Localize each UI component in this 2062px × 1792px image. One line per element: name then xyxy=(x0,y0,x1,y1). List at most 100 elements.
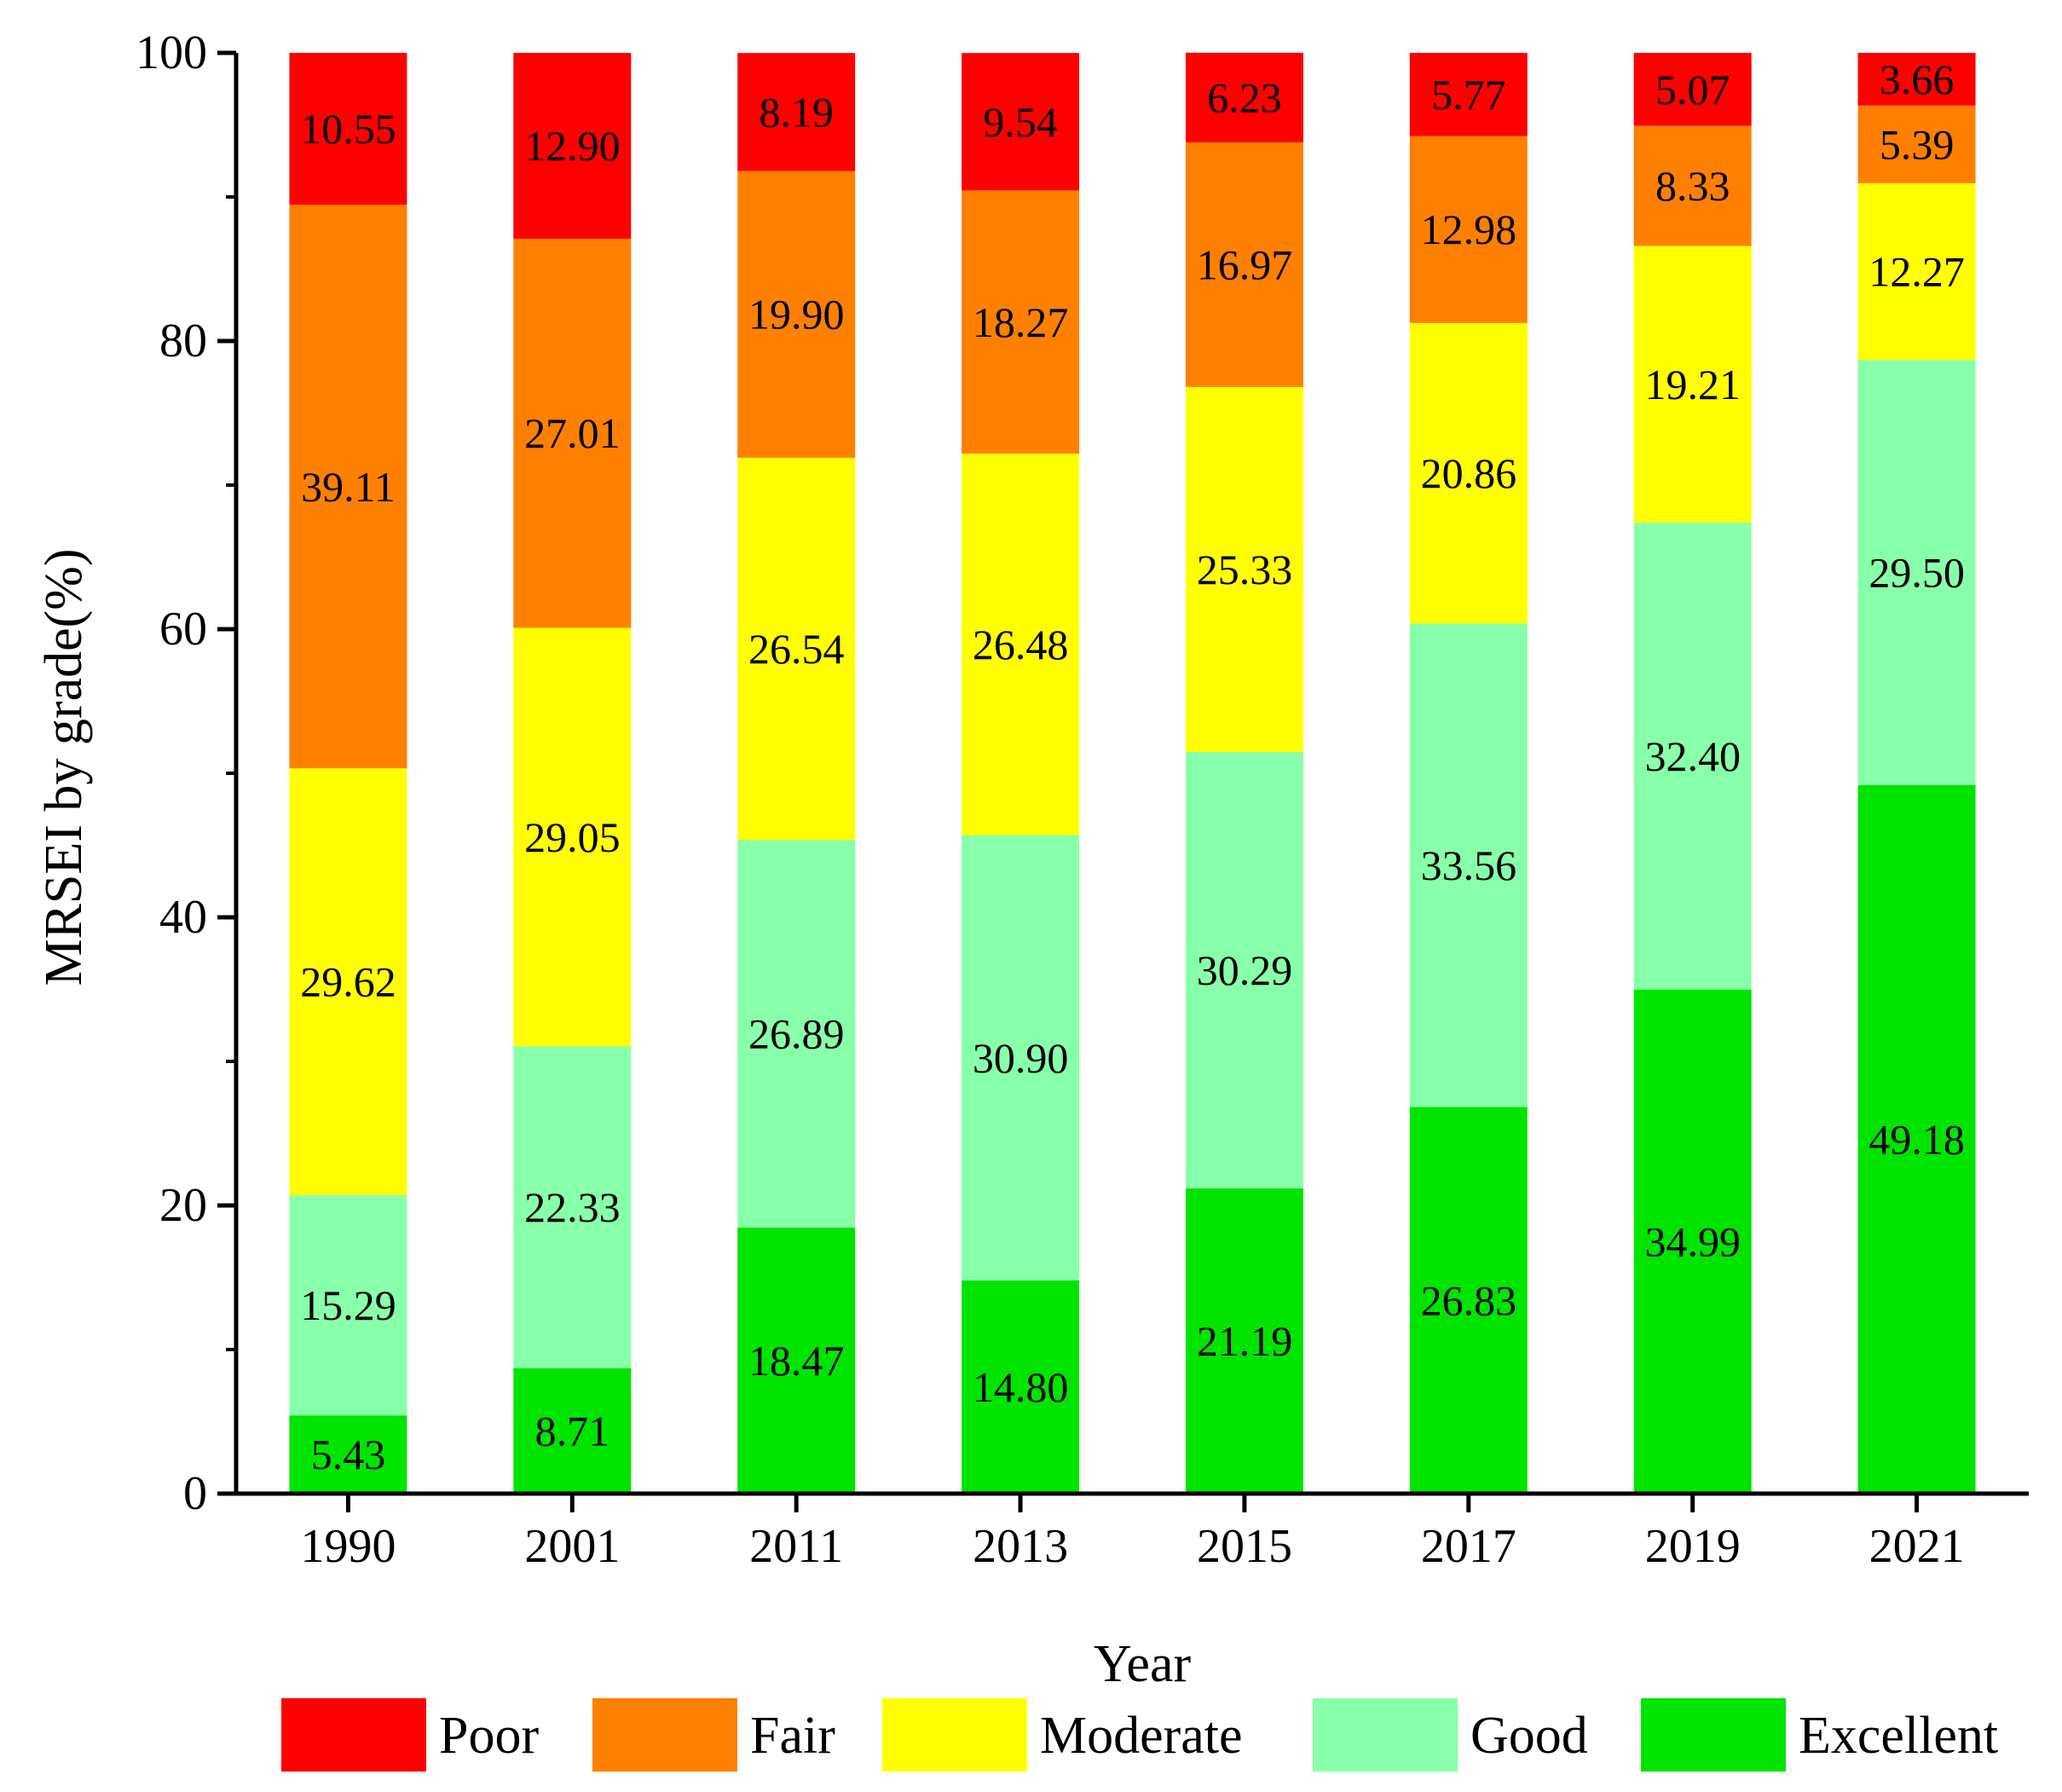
bar-poor-2019 xyxy=(1633,53,1752,126)
bar-good-2019 xyxy=(1633,523,1752,990)
data-label-excellent-2011: 18.47 xyxy=(748,1337,845,1384)
bar-good-1990 xyxy=(289,1194,407,1416)
legend-swatch-moderate xyxy=(882,1698,1027,1772)
bar-excellent-2015 xyxy=(1185,1188,1303,1494)
x-tick-label-2013: 2013 xyxy=(973,1520,1068,1573)
bar-excellent-2017 xyxy=(1409,1107,1528,1494)
x-tick-label-2019: 2019 xyxy=(1645,1520,1741,1573)
legend-label-poor: Poor xyxy=(439,1707,539,1765)
data-label-excellent-1990: 5.43 xyxy=(311,1431,386,1478)
data-label-good-2013: 30.90 xyxy=(973,1034,1069,1082)
data-label-fair-2011: 19.90 xyxy=(748,291,845,338)
data-label-poor-1990: 10.55 xyxy=(300,105,396,153)
bar-moderate-2001 xyxy=(513,627,632,1047)
y-tick-label-0: 0 xyxy=(183,1467,207,1520)
axes-layer: 0 20 40 60 80 100 1990 2001 2011 2013 2015 2017 2019… xyxy=(136,26,2029,1573)
bar-excellent-2019 xyxy=(1633,989,1752,1494)
legend-label-excellent: Excellent xyxy=(1799,1707,1998,1765)
bar-fair-2019 xyxy=(1633,125,1752,246)
bar-moderate-2015 xyxy=(1185,386,1303,752)
data-label-moderate-1990: 29.62 xyxy=(300,958,396,1006)
legend-label-fair: Fair xyxy=(750,1707,835,1765)
data-label-excellent-2001: 8.71 xyxy=(535,1407,610,1454)
data-label-good-1990: 15.29 xyxy=(300,1281,396,1329)
data-label-fair-2015: 16.97 xyxy=(1197,241,1293,289)
data-label-moderate-2001: 29.05 xyxy=(524,813,621,861)
bar-poor-2015 xyxy=(1185,52,1303,143)
y-tick-label-40: 40 xyxy=(159,891,207,944)
bar-moderate-2011 xyxy=(737,457,856,841)
data-label-good-2015: 30.29 xyxy=(1197,946,1293,994)
legend-label-good: Good xyxy=(1470,1707,1588,1765)
legend-swatch-good xyxy=(1313,1698,1458,1772)
bar-excellent-2001 xyxy=(513,1367,632,1494)
x-tick-label-2021: 2021 xyxy=(1869,1520,1965,1573)
data-label-poor-2013: 9.54 xyxy=(983,98,1058,146)
data-label-fair-2013: 18.27 xyxy=(973,298,1069,346)
bar-moderate-2017 xyxy=(1409,322,1528,624)
legend-label-moderate: Moderate xyxy=(1040,1707,1243,1765)
data-label-good-2019: 32.40 xyxy=(1644,732,1741,780)
y-tick-label-100: 100 xyxy=(136,26,207,79)
y-tick-label-60: 60 xyxy=(159,603,207,656)
bar-good-2001 xyxy=(513,1046,632,1368)
data-label-poor-2021: 3.66 xyxy=(1880,55,1955,103)
bar-excellent-2013 xyxy=(962,1280,1080,1494)
y-tick-label-20: 20 xyxy=(159,1179,207,1232)
data-label-excellent-2015: 21.19 xyxy=(1197,1317,1293,1365)
data-label-fair-1990: 39.11 xyxy=(301,463,396,511)
data-label-poor-2019: 5.07 xyxy=(1655,66,1730,113)
bars-layer xyxy=(289,52,1976,1494)
bar-fair-2011 xyxy=(737,171,856,458)
data-label-excellent-2021: 49.18 xyxy=(1869,1115,1965,1163)
data-label-moderate-2017: 20.86 xyxy=(1421,449,1517,497)
bar-moderate-2021 xyxy=(1857,182,1976,361)
data-label-poor-2001: 12.90 xyxy=(524,122,621,170)
data-label-poor-2015: 6.23 xyxy=(1207,73,1282,121)
bar-poor-2021 xyxy=(1857,53,1976,106)
data-label-fair-2017: 12.98 xyxy=(1421,205,1517,253)
data-label-fair-2019: 8.33 xyxy=(1655,162,1730,210)
bar-moderate-1990 xyxy=(289,768,407,1195)
bar-good-2021 xyxy=(1857,360,1976,785)
data-label-fair-2001: 27.01 xyxy=(524,409,621,457)
bar-poor-2017 xyxy=(1409,53,1528,136)
x-tick-label-2017: 2017 xyxy=(1421,1520,1516,1573)
bar-excellent-2021 xyxy=(1857,784,1976,1494)
bar-good-2013 xyxy=(962,835,1080,1280)
x-tick-label-2015: 2015 xyxy=(1197,1520,1292,1573)
segment-labels-layer: 5.43 15.29 29.62 39.11 10.55 8.71 22.33 29.05 27… xyxy=(300,55,1965,1478)
bar-good-2017 xyxy=(1409,623,1528,1107)
legend-swatch-excellent xyxy=(1641,1698,1786,1772)
data-label-excellent-2019: 34.99 xyxy=(1644,1217,1741,1265)
data-label-good-2021: 29.50 xyxy=(1869,549,1965,597)
x-tick-label-2011: 2011 xyxy=(749,1520,843,1573)
legend-swatch-fair xyxy=(592,1698,737,1772)
data-label-good-2017: 33.56 xyxy=(1421,841,1517,889)
data-label-excellent-2013: 14.80 xyxy=(973,1363,1069,1411)
bar-fair-1990 xyxy=(289,205,407,769)
x-tick-label-2001: 2001 xyxy=(524,1520,620,1573)
x-axis-title: Year xyxy=(1094,1635,1192,1693)
data-label-moderate-2015: 25.33 xyxy=(1197,546,1293,593)
data-label-moderate-2021: 12.27 xyxy=(1869,248,1965,296)
bar-good-2015 xyxy=(1185,751,1303,1188)
legend-swatch-poor xyxy=(281,1698,426,1772)
data-label-moderate-2013: 26.48 xyxy=(973,621,1069,668)
bar-fair-2017 xyxy=(1409,136,1528,323)
legend: Poor Fair Moderate Good Excellent xyxy=(281,1698,1998,1772)
data-label-moderate-2011: 26.54 xyxy=(748,625,845,673)
bar-fair-2013 xyxy=(962,190,1080,454)
x-tick-label-1990: 1990 xyxy=(300,1520,396,1573)
bar-moderate-2019 xyxy=(1633,246,1752,523)
data-label-poor-2017: 5.77 xyxy=(1431,71,1506,119)
data-label-good-2011: 26.89 xyxy=(748,1010,845,1058)
y-axis-title: MRSEI by grade(%) xyxy=(35,548,93,986)
bar-poor-1990 xyxy=(289,53,407,205)
y-tick-label-80: 80 xyxy=(159,315,207,367)
bar-excellent-1990 xyxy=(289,1415,407,1494)
bar-poor-2013 xyxy=(962,53,1080,191)
bar-excellent-2011 xyxy=(737,1227,856,1494)
bar-poor-2001 xyxy=(513,53,632,240)
